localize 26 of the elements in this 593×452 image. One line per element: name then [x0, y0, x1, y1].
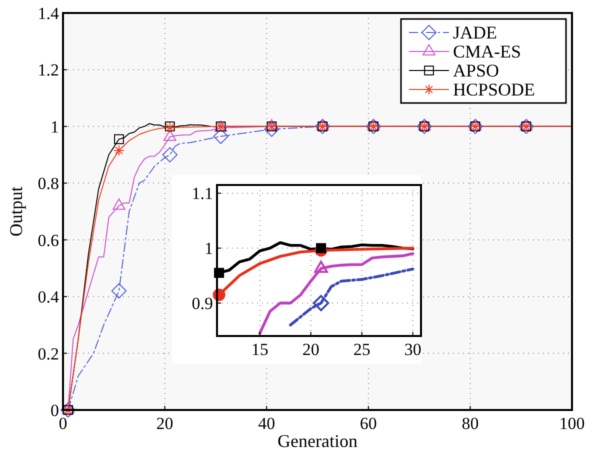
x-axis-title: Generation	[278, 431, 358, 451]
x-tick-label: 20	[302, 340, 320, 359]
y-tick-label: 1	[204, 239, 213, 258]
x-tick-label: 30	[404, 340, 422, 359]
y-tick-label: 1.4	[38, 4, 60, 23]
legend-label: JADE	[453, 22, 498, 42]
x-tick-label: 60	[360, 414, 377, 433]
x-tick-label: 40	[258, 414, 276, 433]
y-tick-label: 0.9	[192, 294, 213, 314]
legend-label: HCPSODE	[453, 80, 536, 100]
x-tick-label: 100	[559, 414, 585, 433]
y-tick-label: 1.2	[38, 60, 59, 80]
y-axis-title: Output	[6, 186, 26, 237]
y-tick-label: 1	[50, 117, 59, 136]
y-tick-label: 0.2	[38, 344, 59, 364]
x-tick-label: 25	[353, 340, 370, 359]
legend-label: APSO	[453, 60, 500, 80]
y-tick-label: 0.8	[38, 174, 59, 194]
y-tick-label: 0.4	[38, 288, 60, 307]
x-tick-label: 80	[462, 414, 479, 433]
x-tick-label: 15	[251, 340, 268, 359]
x-tick-label: 20	[156, 414, 174, 433]
legend-label: CMA-ES	[453, 42, 522, 62]
y-tick-label: 0	[50, 401, 59, 420]
y-tick-label: 0.6	[38, 230, 59, 250]
y-tick-label: 1.1	[192, 184, 213, 204]
